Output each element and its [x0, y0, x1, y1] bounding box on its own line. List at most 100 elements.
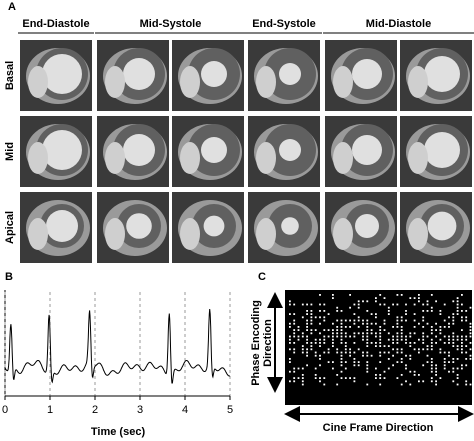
sample-dot: [452, 300, 455, 303]
phase-label: Mid-Diastole: [366, 18, 431, 30]
sample-dot: [319, 354, 321, 357]
sample-dot: [323, 342, 326, 344]
sample-dot: [353, 364, 356, 367]
phase-label: Mid-Systole: [140, 18, 202, 30]
sample-dot: [293, 322, 296, 325]
sample-dot: [422, 319, 425, 322]
sample-dot: [430, 364, 433, 367]
sample-dot: [375, 377, 377, 379]
sample-dot: [297, 367, 300, 370]
sample-dot: [422, 316, 425, 319]
sample-dot: [387, 313, 390, 315]
sample-dot: [383, 329, 386, 331]
sample-dot: [301, 316, 304, 319]
sample-dot: [323, 329, 326, 331]
cavity: [427, 211, 457, 241]
sample-dot: [456, 338, 459, 341]
sample-dot: [344, 345, 347, 347]
sample-dot: [362, 351, 364, 354]
sample-dot: [289, 380, 291, 383]
x-tick-label: 5: [227, 404, 233, 416]
sample-dot: [439, 310, 442, 312]
sample-dot: [310, 329, 313, 331]
sample-dot: [344, 342, 347, 344]
sample-dot: [340, 370, 343, 373]
sample-dot: [344, 351, 347, 354]
sample-dot: [439, 377, 442, 379]
sample-dot: [426, 354, 429, 357]
sample-dot: [297, 338, 300, 341]
sample-dot: [366, 319, 369, 322]
sample-dot: [418, 351, 420, 354]
sample-dot: [456, 367, 459, 370]
sample-dot: [336, 351, 339, 354]
sample-dot: [336, 306, 339, 309]
sample-dot: [400, 374, 403, 376]
sample-dot: [383, 351, 386, 354]
sample-dot: [452, 332, 455, 335]
sample-dot: [443, 361, 446, 363]
sample-dot: [319, 322, 321, 325]
sample-dot: [400, 319, 403, 322]
sample-dot: [396, 351, 399, 354]
sample-dot: [344, 348, 347, 351]
sample-dot: [379, 374, 382, 376]
sample-dot: [327, 351, 330, 354]
sample-dot: [452, 361, 455, 363]
sample-dot: [456, 310, 459, 312]
cavity: [123, 134, 155, 166]
sample-dot: [392, 348, 394, 351]
sample-dot: [314, 316, 317, 319]
sample-dot: [387, 306, 390, 309]
y-axis-label: Direction: [262, 319, 274, 367]
sample-dot: [469, 322, 472, 325]
sample-dot: [375, 300, 377, 303]
sample-dot: [400, 332, 403, 335]
sample-dot: [443, 358, 446, 360]
sample-dot: [452, 342, 455, 344]
sample-dot: [366, 367, 369, 370]
sample-dot: [413, 303, 416, 306]
sample-dot: [443, 335, 446, 338]
sample-dot: [357, 332, 360, 335]
rv: [180, 66, 200, 98]
sample-dot: [409, 370, 412, 373]
sample-dot: [344, 332, 347, 335]
sample-dot: [469, 332, 472, 335]
sample-dot: [405, 303, 407, 306]
sample-dot: [349, 306, 351, 309]
sample-dot: [366, 335, 369, 338]
sample-dot: [396, 322, 399, 325]
sample-dot: [435, 374, 437, 376]
sample-dot: [409, 358, 412, 360]
sample-dot: [435, 329, 437, 331]
sample-dot: [456, 377, 459, 379]
rv: [105, 142, 125, 174]
sample-dot: [461, 351, 463, 354]
sample-dot: [405, 335, 407, 338]
sample-dot: [349, 319, 351, 322]
sample-dot: [456, 335, 459, 338]
sample-dot: [443, 342, 446, 344]
sample-dot: [289, 303, 291, 306]
sample-dot: [392, 335, 394, 338]
sample-dot: [375, 313, 377, 315]
sample-dot: [392, 338, 394, 341]
sample-dot: [310, 303, 313, 306]
sample-dot: [461, 345, 463, 347]
sample-dot: [340, 358, 343, 360]
sample-dot: [452, 335, 455, 338]
sample-dot: [383, 303, 386, 306]
mri-image: [97, 192, 169, 263]
sample-dot: [306, 348, 308, 351]
row-label: Basal: [4, 61, 16, 90]
sample-dot: [366, 354, 369, 357]
sample-dot: [448, 361, 450, 363]
sample-dot: [319, 342, 321, 344]
sample-dot: [289, 300, 291, 303]
sample-dot: [293, 332, 296, 335]
sample-dot: [375, 342, 377, 344]
sample-dot: [405, 367, 407, 370]
sample-dot: [340, 322, 343, 325]
sample-dot: [314, 342, 317, 344]
